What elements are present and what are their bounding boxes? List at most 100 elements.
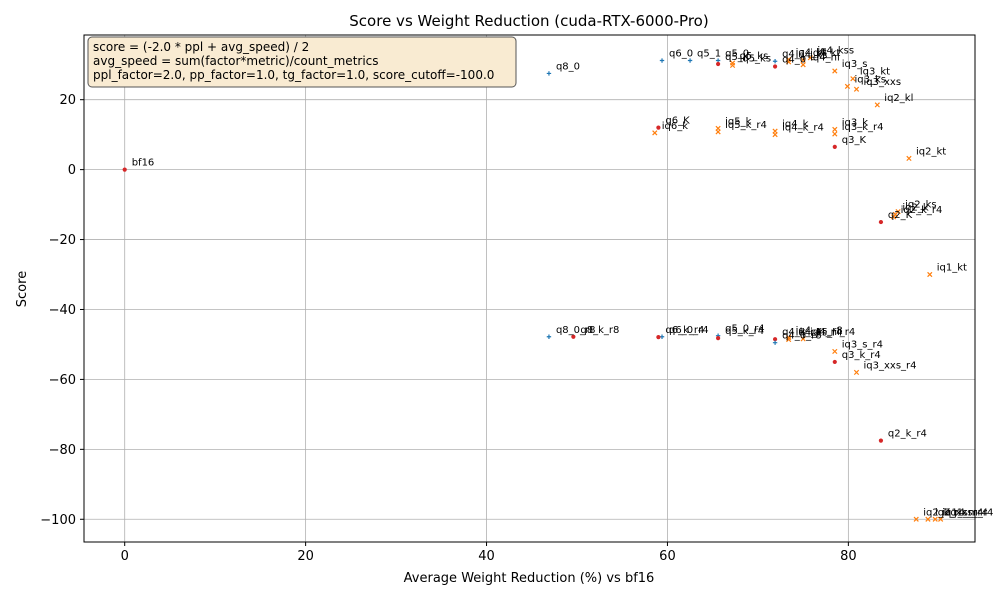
data-point (122, 167, 127, 172)
data-point (832, 359, 837, 365)
point-label: iq2_kl (884, 93, 913, 104)
data-point (906, 155, 912, 162)
point-label: q8_0 (556, 61, 580, 72)
data-point (844, 83, 851, 90)
data-point (832, 348, 838, 355)
point-label: iq4_kt (810, 48, 840, 59)
point-label: iq3_s (842, 59, 868, 70)
y-axis-label: Score (15, 271, 30, 307)
point-label: q4_0 (782, 54, 806, 65)
point-label: iq2_kt (916, 146, 946, 157)
y-tick-label: −60 (49, 373, 76, 388)
data-point (772, 337, 778, 342)
point-label: q3_k_r4 (842, 350, 881, 361)
data-point (890, 214, 897, 220)
chart-title: Score vs Weight Reduction (cuda-RTX-6000… (349, 12, 708, 30)
y-tick-label: −20 (49, 233, 76, 248)
data-point (927, 271, 933, 278)
x-tick-label: 60 (659, 549, 676, 564)
data-point (772, 64, 778, 69)
point-label: q2_K (888, 210, 913, 221)
data-point (786, 59, 792, 65)
data-point (729, 62, 736, 69)
data-point (913, 516, 919, 522)
point-label: iq4_ks_r4 (796, 328, 843, 339)
point-label: iq5_k (725, 116, 751, 127)
point-label: q8_0_r8 (556, 325, 596, 336)
point-label: iq1_m_r4 (948, 507, 994, 518)
y-axis-ticks: −100 −80 −60 −40 −20 0 20 (40, 93, 84, 528)
point-label: iq4_nl_r4 (810, 327, 855, 338)
data-point (715, 129, 721, 135)
data-points (122, 55, 944, 522)
data-point (772, 132, 778, 138)
data-point (932, 516, 938, 522)
point-label: iq1_s_r4 (942, 507, 983, 518)
point-label: iq3_k (842, 117, 868, 128)
point-label: iq4_kss (817, 46, 854, 57)
point-label: q6_k_r4 (665, 325, 704, 336)
x-tick-label: 20 (297, 549, 314, 564)
data-point (832, 126, 838, 133)
point-label: iq2_k (902, 202, 928, 213)
point-label: q8_k_r8 (580, 325, 619, 336)
point-label: iq2_xxs_r4 (935, 507, 988, 518)
data-point (800, 62, 806, 68)
data-point (807, 55, 813, 61)
point-label: iq3_ks (854, 74, 886, 85)
point-label: q6_K (665, 116, 690, 127)
x-tick-label: 80 (840, 549, 857, 564)
point-label: iq6_k (662, 121, 688, 132)
point-label: iq4_xs_r8 (796, 325, 843, 336)
data-point (716, 336, 721, 341)
point-label: q5_ks (740, 51, 769, 62)
y-tick-label: 0 (68, 163, 76, 178)
point-label: q5_0 (725, 49, 749, 60)
data-point (659, 334, 665, 339)
data-point (850, 76, 856, 82)
data-point (571, 334, 576, 339)
x-axis-label: Average Weight Reduction (%) vs bf16 (404, 571, 655, 586)
point-label: iq2_ks (905, 200, 937, 211)
point-label: iq3_kt (860, 67, 890, 78)
annotation-line-2: avg_speed = sum(factor*metric)/count_met… (93, 54, 379, 68)
y-tick-label: −80 (49, 443, 76, 458)
point-label: iq2_k_r4 (923, 507, 965, 518)
point-label: bf16 (132, 158, 155, 169)
point-label: iq4_nl (810, 53, 840, 64)
data-point (659, 58, 665, 63)
data-point (832, 131, 838, 137)
data-point (687, 58, 693, 63)
y-tick-label: −100 (40, 513, 76, 528)
annotation-line-3: ppl_factor=2.0, pp_factor=1.0, tg_factor… (93, 68, 494, 82)
point-label: q6_0_r4 (669, 325, 709, 336)
point-label: iq2_k_r4 (901, 205, 943, 216)
data-point (853, 369, 860, 376)
data-point (656, 125, 661, 130)
annotation-line-1: score = (-2.0 * ppl + avg_speed) / 2 (93, 40, 309, 54)
point-label: iq4_ks (796, 47, 828, 58)
data-point (772, 340, 778, 345)
point-label: q4_k_r4 (782, 327, 821, 338)
point-label: q2_k_r4 (888, 429, 927, 440)
data-point (716, 61, 721, 67)
data-point (878, 219, 884, 225)
data-point (925, 516, 931, 522)
y-tick-label: 20 (59, 93, 76, 108)
point-label: q4_1 (782, 49, 806, 60)
data-point (656, 335, 661, 340)
point-label: iq4_k_r4 (782, 123, 824, 134)
point-label: iq4_xs (796, 50, 828, 61)
data-point (853, 86, 860, 92)
point-label: q5_K (725, 52, 750, 63)
formula-annotation: score = (-2.0 * ppl + avg_speed) / 2 avg… (87, 36, 517, 88)
point-label: q5_0_r4 (725, 324, 765, 335)
point-label: iq5_k_r4 (725, 120, 767, 131)
point-label: iq5_ks (740, 53, 772, 64)
data-point (832, 144, 837, 149)
y-tick-label: −40 (49, 303, 76, 318)
data-point (878, 438, 884, 443)
